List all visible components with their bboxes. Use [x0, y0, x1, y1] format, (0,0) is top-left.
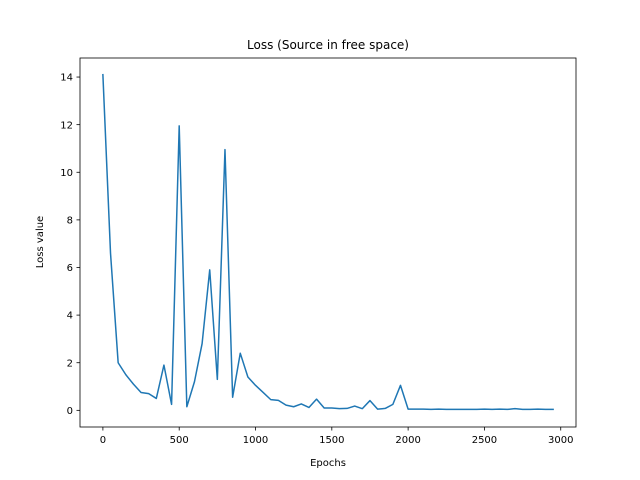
x-tick-label: 2500 [472, 435, 497, 446]
x-tick-label: 1500 [319, 435, 344, 446]
series-group [102, 73, 554, 411]
y-tick-label: 0 [67, 406, 73, 417]
x-tick-label: 1000 [243, 435, 268, 446]
y-tick-label: 14 [60, 73, 73, 84]
x-tick-label: 2000 [395, 435, 420, 446]
y-tick-label: 10 [60, 168, 73, 179]
y-tick-label: 6 [67, 263, 73, 274]
loss-line [102, 73, 554, 411]
ticks: 0 500 1000 1500 2000 2500 3000 0 2 4 6 8 10 12 14 [60, 73, 573, 446]
y-tick-label: 4 [67, 311, 73, 322]
plot-area [80, 58, 576, 427]
y-tick-label: 2 [67, 358, 73, 369]
x-axis-label: Epochs [310, 458, 346, 469]
x-tick-label: 3000 [548, 435, 573, 446]
x-tick-label: 0 [100, 435, 106, 446]
y-axis-label: Loss value [35, 216, 46, 268]
y-tick-label: 8 [67, 215, 73, 226]
chart-title: Loss (Source in free space) [247, 38, 409, 52]
plot-frame [79, 57, 577, 428]
y-tick-label: 12 [60, 120, 73, 131]
x-tick-label: 500 [170, 435, 189, 446]
